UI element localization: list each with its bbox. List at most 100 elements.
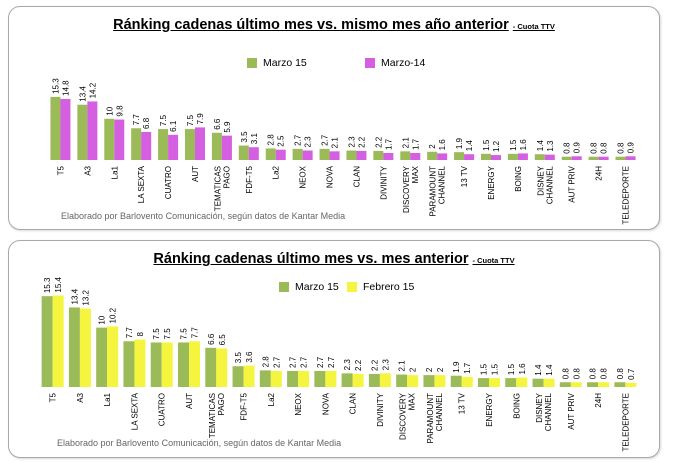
data-label: 7.5	[180, 328, 189, 340]
bar-series2-paramount-channel	[437, 153, 448, 160]
category-label: NEOX	[294, 392, 303, 415]
legend-item-series-2: Marzo-14	[365, 57, 425, 69]
data-label: 2.7	[300, 356, 309, 368]
data-label: 1.5	[509, 139, 518, 151]
legend-swatch	[279, 282, 289, 292]
bar-series1-divinity	[368, 373, 380, 387]
category-label: CUATRO	[158, 393, 167, 426]
bar-series2-t5	[52, 295, 64, 387]
bar-series1-la2	[259, 370, 271, 387]
bar-series1-fdf-t5	[238, 145, 249, 160]
bar-series2-tematicas-pago	[221, 135, 232, 160]
data-label: 1.7	[463, 362, 472, 374]
bar-series2-discovery-max	[407, 375, 419, 387]
bar-series2-la2	[275, 149, 286, 160]
data-label: 5.9	[223, 121, 232, 133]
category-label: DIVINITY	[379, 165, 388, 199]
bar-series2-a3	[87, 101, 98, 160]
bar-series1-la-sexta	[123, 341, 135, 387]
data-label: 0.8	[561, 368, 570, 380]
data-label: 2.5	[277, 135, 286, 147]
category-label: TEMATICAS	[208, 393, 217, 438]
data-label: 14.2	[88, 82, 97, 98]
data-label: 8	[136, 332, 145, 337]
category-label: TELEDEPORTE	[621, 393, 630, 452]
bar-series2-la2	[270, 370, 282, 387]
data-label: 7.5	[163, 328, 172, 340]
data-label: 15.3	[43, 277, 52, 293]
data-label: 0.8	[616, 368, 625, 380]
bar-series1-paramount-channel	[423, 375, 435, 387]
chart-panel-year-comparison: Ránking cadenas último mes vs. mismo mes…	[8, 6, 660, 230]
category-label: AUT	[191, 166, 200, 182]
data-label: 2.2	[370, 359, 379, 371]
data-label: 1.6	[438, 139, 447, 151]
data-label: 2.3	[304, 136, 313, 148]
data-label: 7.7	[125, 327, 134, 339]
category-label: CHANNEL	[544, 392, 553, 431]
data-label: 2.7	[327, 356, 336, 368]
bar-series1-a3	[68, 307, 80, 387]
category-label: CUATRO	[164, 166, 173, 199]
data-label: 2	[436, 367, 445, 372]
data-label: 7.5	[159, 114, 168, 126]
bar-series1-neox	[287, 370, 299, 387]
data-label: 10	[98, 315, 107, 324]
bar-series1-nova	[319, 148, 330, 160]
bar-series1-tematicas-pago	[205, 347, 217, 387]
bar-series1-boing	[507, 153, 518, 160]
data-label: 0.8	[617, 142, 626, 154]
bar-series2-clan	[356, 150, 367, 160]
data-label: 6.5	[218, 334, 227, 346]
bar-series2-24h	[598, 382, 610, 387]
bar-series1-teledeporte	[614, 382, 626, 387]
data-label: 1.5	[482, 139, 491, 151]
bar-series1-tematicas-pago	[211, 132, 222, 160]
data-label: 3.5	[240, 131, 249, 143]
category-label: FDF-T5	[245, 165, 254, 193]
category-label: ENERGY	[485, 392, 494, 426]
data-label: 1.7	[411, 138, 420, 150]
bar-series1-energy	[478, 378, 489, 387]
source-credit: Elaborado por Barlovento Comunicación, s…	[61, 211, 346, 221]
category-label: ENERGY	[487, 165, 496, 199]
legend-item-series-2: Febrero 15	[347, 281, 414, 293]
bar-series2-energy	[489, 378, 500, 387]
bar-series1-disney-channel	[532, 378, 544, 387]
data-label: 2.7	[272, 356, 281, 368]
bar-series2-nova	[329, 151, 340, 160]
category-label: AUT	[185, 393, 194, 409]
category-label: NOVA	[326, 165, 335, 188]
data-label: 0.8	[572, 368, 581, 380]
bar-series1-la-sexta	[131, 128, 142, 160]
category-label: AUT PRIV	[567, 392, 576, 429]
category-label: DISNEY	[536, 165, 545, 195]
bar-series1-cuatro	[150, 342, 162, 387]
data-label: 6.8	[142, 117, 151, 129]
bar-series1-aut	[185, 129, 195, 160]
bar-series2-teledeporte	[625, 156, 636, 160]
category-label: DISNEY	[535, 392, 544, 422]
data-label: 15.3	[51, 78, 60, 94]
category-label: AUT PRIV	[568, 165, 577, 202]
data-label: 0.8	[600, 368, 609, 380]
category-label: NEOX	[299, 165, 308, 188]
data-label: 1.3	[546, 140, 555, 152]
data-label: 3.1	[250, 133, 259, 145]
bar-series2-la1	[114, 119, 125, 160]
category-label: A3	[76, 392, 85, 402]
data-label: 13.4	[70, 288, 79, 304]
bar-series1-neox	[292, 148, 303, 160]
data-label: 15.4	[54, 276, 63, 292]
data-label: 1.6	[518, 363, 527, 375]
data-label: 2.8	[261, 356, 270, 368]
data-label: 0.9	[627, 142, 636, 154]
data-label: 7.7	[132, 114, 141, 126]
bar-series2-disney-channel	[544, 154, 555, 160]
data-label: 7.7	[191, 327, 200, 339]
bar-series2-13-tv	[464, 154, 475, 160]
bar-series2-tematicas-pago	[216, 348, 228, 387]
data-label: 1.4	[465, 140, 474, 152]
category-label: CHANNEL	[438, 165, 447, 204]
bar-series2-discovery-max	[410, 152, 421, 160]
